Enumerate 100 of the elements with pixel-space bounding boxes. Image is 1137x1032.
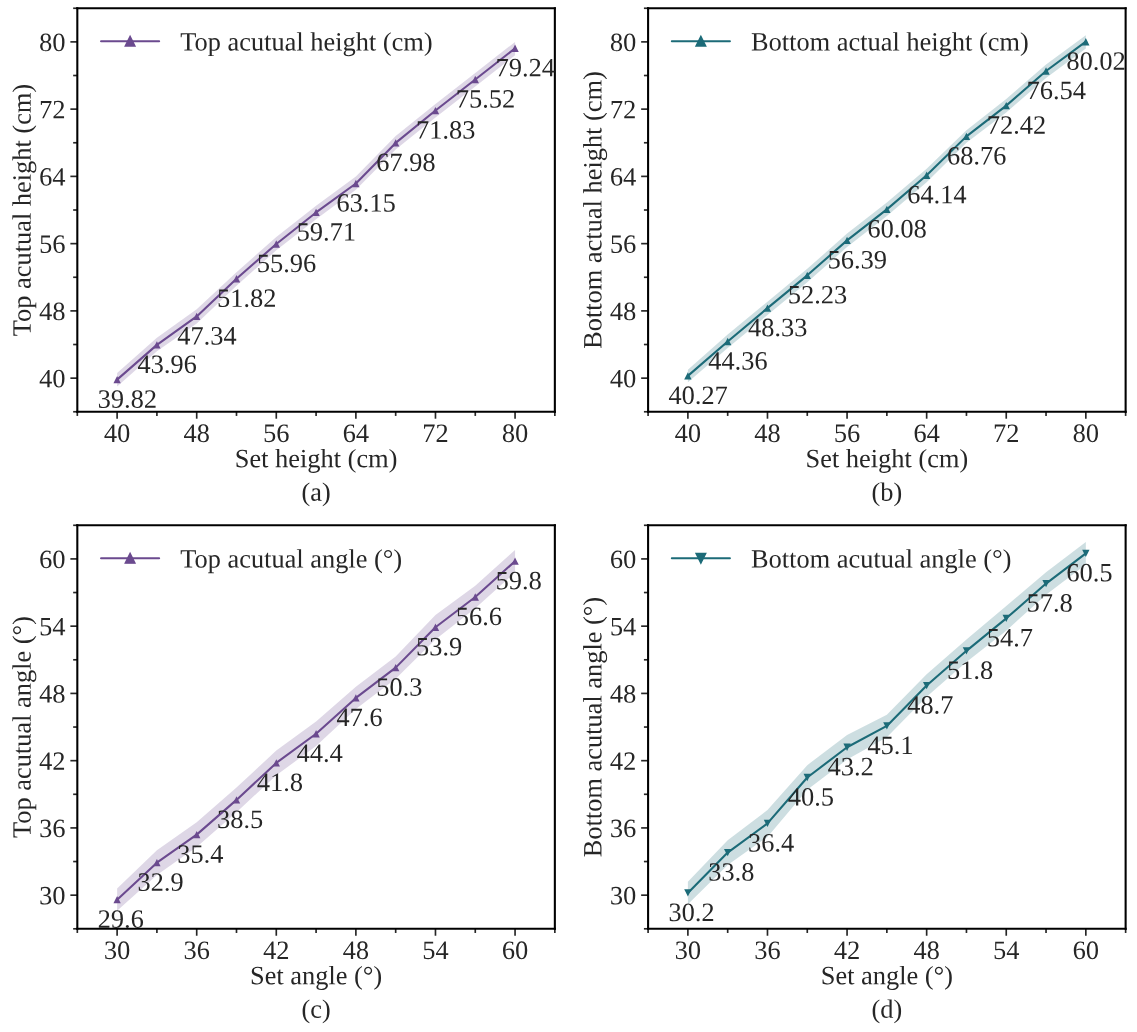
y-tick-label: 48 [39,302,65,321]
x-tick-label: 60 [503,941,528,960]
point [883,722,891,730]
x-axis-title: Set angle (°) [251,965,382,990]
y-axis-title: Top acutual height (cm) [12,84,37,336]
data-label: 44.4 [297,744,343,763]
y-tick-label: 80 [610,33,636,52]
data-label: 47.34 [177,327,237,345]
y-tick-label: 30 [40,886,65,905]
data-label: 44.36 [708,352,767,370]
x-tick-label: 54 [423,941,449,960]
data-label: 43.96 [137,355,197,374]
data-label: 40.5 [788,787,833,806]
y-tick-label: 64 [40,168,66,186]
data-label: 32.9 [138,873,183,892]
data-label: 60.08 [868,219,926,238]
legend-label: Bottom actual height (cm) [751,32,1028,57]
x-tick-label: 54 [994,941,1020,960]
data-label: 47.6 [336,708,382,727]
data-label: 45.1 [867,736,913,755]
point [803,773,811,782]
point [471,75,479,84]
y-tick-label: 48 [610,685,636,703]
point [962,132,971,141]
data-label: 48.7 [907,696,953,714]
point [352,694,360,702]
data-label: 29.6 [98,910,144,929]
y-tick-label: 72 [40,100,65,119]
x-tick-label: 80 [502,424,528,443]
x-tick-label: 64 [914,424,940,443]
point [763,819,772,828]
point [1042,67,1050,75]
text: (a) [302,482,330,507]
y-tick-label: 30 [611,886,636,905]
y-tick-label: 60 [40,550,65,569]
data-label: 52.23 [789,285,847,304]
x-tick-label: 72 [994,424,1018,442]
data-label: 36.4 [749,834,794,852]
point [962,647,971,655]
x-tick-label: 42 [263,941,289,959]
data-label: 38.5 [218,810,263,829]
y-tick-label: 42 [610,752,635,770]
point [232,275,241,283]
y-tick-label: 54 [40,617,66,636]
data-label: 71.83 [417,121,475,139]
legend-label: Bottom acutual angle (°) [751,549,1011,574]
x-tick-label: 60 [1073,941,1099,960]
data-label: 75.52 [457,90,514,108]
point [922,681,931,690]
point [511,557,519,565]
x-tick-label: 48 [913,941,939,960]
y-axis-title: Bottom actual height (cm) [583,72,608,349]
data-label: 54.7 [988,628,1033,647]
point [511,44,519,52]
point [272,759,280,767]
data-label: 67.98 [377,153,435,172]
data-label: 76.54 [1028,81,1086,100]
data-label: 41.8 [257,773,303,792]
point [232,796,241,804]
point [272,240,280,248]
x-tick-label: 48 [754,424,780,443]
point [684,372,692,380]
data-label: 57.8 [1028,594,1072,612]
x-tick-label: 30 [105,941,130,960]
x-tick-label: 42 [834,941,859,959]
x-axis-title: Set height (cm) [807,448,968,473]
data-label: 59.8 [497,571,541,590]
x-tick-label: 80 [1073,424,1099,443]
data-label: 53.9 [417,637,462,656]
x-axis-title: Set height (cm) [236,448,397,473]
point [763,304,772,312]
data-label: 64.14 [908,185,967,204]
data-label: 68.76 [948,146,1006,165]
data-label: 51.82 [218,289,275,308]
point [193,312,201,321]
data-label: 30.2 [669,903,714,922]
data-label: 48.33 [748,318,807,337]
y-tick-label: 80 [40,33,65,52]
point [684,889,692,897]
y-tick-label: 36 [611,819,636,838]
data-label: 72.42 [988,116,1045,135]
data-label: 56.39 [829,250,886,269]
x-tick-label: 40 [675,424,701,443]
x-tick-label: 56 [264,424,289,443]
point [471,593,479,601]
data-label: 55.96 [258,254,316,273]
legend-label: Top acutual height (cm) [180,32,432,57]
x-tick-label: 48 [184,424,209,443]
x-tick-label: 64 [343,424,369,443]
data-label: 63.15 [337,194,395,212]
x-tick-label: 56 [835,424,860,443]
y-tick-label: 48 [39,685,65,703]
y-tick-label: 60 [611,550,636,569]
y-tick-label: 56 [40,235,65,254]
data-label: 51.8 [948,661,993,680]
point [1002,101,1010,110]
y-tick-label: 48 [610,302,636,321]
y-tick-label: 56 [611,235,636,254]
y-tick-label: 36 [40,819,65,838]
point [431,106,440,115]
